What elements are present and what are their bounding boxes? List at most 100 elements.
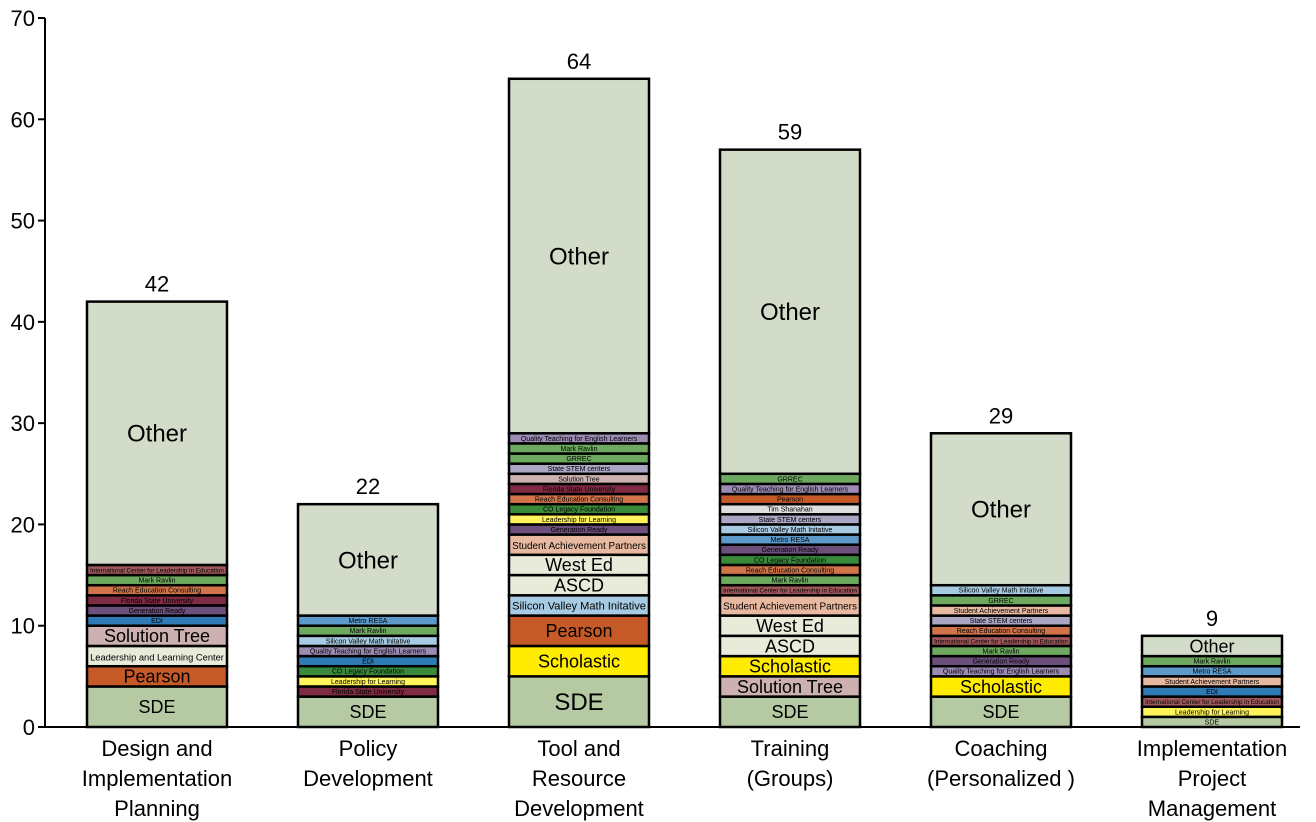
segment-label: CO Legacy Foundation	[332, 669, 404, 676]
segment-label: Reach Education Consulting	[957, 628, 1045, 635]
x-category-label: Resource	[532, 766, 626, 791]
segment-label: Florida State University	[332, 689, 405, 696]
bar-total-label: 9	[1206, 606, 1218, 631]
segment-label: Other	[760, 299, 820, 326]
bar-total-label: 59	[778, 120, 802, 145]
y-tick-label: 0	[23, 715, 35, 740]
segment-label: ASCD	[765, 636, 815, 656]
segment-label: Solution Tree	[737, 677, 843, 697]
segment-label: SDE	[138, 697, 175, 717]
bar-segment	[718, 148, 862, 476]
segment-label: Mark Ravlin	[772, 578, 809, 585]
segment-label: Pearson	[545, 621, 612, 641]
segment-label: Student Achievement Partners	[512, 541, 646, 552]
bar-stack: SDE Pearson Leadership and Learning Center…	[85, 300, 229, 729]
segment-label: GRREC	[988, 598, 1013, 605]
segment-label: Metro RESA	[1193, 669, 1232, 676]
segment-label: Leadership for Learning	[1175, 709, 1249, 716]
segment-label: Quality Teaching for English Learners	[521, 436, 638, 443]
segment-label: West Ed	[545, 555, 613, 575]
y-tick-label: 20	[11, 512, 35, 537]
segment-label: Student Achievement Partners	[1165, 679, 1260, 686]
segment-label: SDE	[349, 702, 386, 722]
y-tick-label: 70	[11, 6, 35, 31]
segment-label: Mark Ravlin	[139, 578, 176, 585]
segment-label: Tim Shanahan	[767, 507, 812, 514]
segment-label: State STEM centers	[548, 466, 611, 473]
y-tick-label: 40	[11, 310, 35, 335]
segment-label: ASCD	[554, 576, 604, 596]
segment-label: Mark Ravlin	[983, 648, 1020, 655]
segment-label: Solution Tree	[558, 476, 599, 483]
segment-label: Leadership for Learning	[331, 679, 405, 686]
bar-total-label: 22	[356, 474, 380, 499]
segment-label: International Center for Leadership in E…	[723, 588, 857, 595]
segment-label: Reach Education Consulting	[113, 588, 201, 595]
segment-label: Quality Teaching for English Learners	[732, 486, 849, 493]
segment-label: Pearson	[123, 667, 190, 687]
segment-label: EDI	[1206, 689, 1218, 696]
y-tick-label: 10	[11, 614, 35, 639]
x-category-label: Policy	[339, 736, 398, 761]
segment-label: International Center for Leadership in E…	[1145, 699, 1279, 706]
x-category-label: Project	[1178, 766, 1246, 791]
bars: SDE Pearson Leadership and Learning Center…	[85, 49, 1284, 729]
segment-label: Generation Ready	[973, 659, 1030, 666]
segment-label: CO Legacy Foundation	[543, 507, 615, 514]
x-category-label: Implementation	[82, 766, 232, 791]
segment-label: Silicon Valley Math Initative	[512, 601, 646, 613]
segment-label: SDE	[554, 689, 603, 716]
bar-segment	[85, 300, 229, 567]
segment-label: Leadership and Learning Center	[90, 652, 224, 662]
segment-label: Generation Ready	[129, 608, 186, 615]
x-category-label: Training	[751, 736, 830, 761]
segment-label: Leadership for Learning	[542, 517, 616, 524]
x-category-label: Development	[514, 796, 644, 821]
segment-label: Silicon Valley Math Initative	[748, 527, 833, 534]
segment-label: SDE	[771, 702, 808, 722]
segment-label: SDE	[982, 702, 1019, 722]
segment-label: Silicon Valley Math Initative	[326, 638, 411, 645]
bar-segment	[718, 695, 862, 729]
segment-label: Solution Tree	[104, 626, 210, 646]
segment-label: Other	[127, 421, 187, 448]
x-category-label: (Groups)	[747, 766, 834, 791]
segment-label: Metro RESA	[349, 618, 388, 625]
segment-label: Quality Teaching for English Learners	[943, 669, 1060, 676]
segment-label: Scholastic	[960, 677, 1042, 697]
segment-label: State STEM centers	[970, 618, 1033, 625]
bar-segment	[507, 675, 651, 729]
segment-label: Other	[1189, 636, 1234, 656]
segment-label: Scholastic	[538, 651, 620, 671]
segment-label: Mark Ravlin	[350, 628, 387, 635]
x-category-label: Implementation	[1137, 736, 1287, 761]
segment-label: International Center for Leadership in E…	[90, 567, 224, 574]
segment-label: International Center for Leadership in E…	[934, 638, 1068, 645]
segment-label: Other	[971, 497, 1031, 524]
segment-label: State STEM centers	[759, 517, 822, 524]
segment-label: Pearson	[777, 497, 803, 504]
segment-label: GRREC	[566, 456, 591, 463]
x-category-label: Tool and	[537, 736, 620, 761]
segment-label: Metro RESA	[771, 537, 810, 544]
segment-label: SDE	[1205, 719, 1220, 726]
x-category-label: Planning	[114, 796, 200, 821]
segment-label: Mark Ravlin	[561, 446, 598, 453]
bar-stack: SDE Scholastic Pearson Silicon Valley Math …	[507, 77, 651, 729]
segment-label: Student Achievement Partners	[954, 608, 1049, 615]
segment-label: CO Legacy Foundation	[754, 557, 826, 564]
y-tick-label: 50	[11, 209, 35, 234]
segment-label: Student Achievement Partners	[723, 602, 857, 613]
segment-label: EDI	[362, 659, 374, 666]
bar-segment	[1140, 634, 1284, 658]
segment-label: West Ed	[756, 616, 824, 636]
bar-total-label: 29	[989, 403, 1013, 428]
segment-label: Reach Education Consulting	[746, 567, 834, 574]
segment-label: Scholastic	[749, 657, 831, 677]
bar-segment	[296, 502, 440, 617]
segment-label: Quality Teaching for English Learners	[310, 648, 427, 655]
x-category-label: Development	[303, 766, 433, 791]
x-category-label: Coaching	[955, 736, 1048, 761]
